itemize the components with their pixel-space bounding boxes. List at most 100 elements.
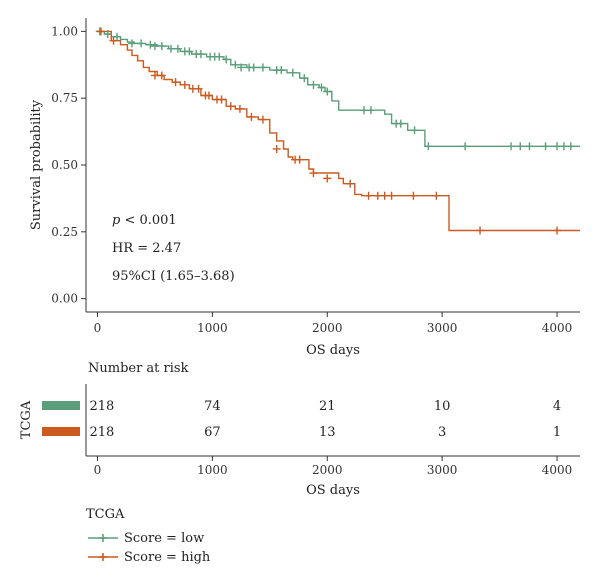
censor-mark — [346, 179, 355, 188]
censor-mark — [237, 63, 246, 72]
censor-mark — [146, 40, 155, 49]
risk-value: 74 — [204, 399, 221, 414]
risk-value: 1 — [553, 425, 561, 440]
censor-mark — [217, 95, 226, 104]
p-value-annotation: p < 0.001 — [112, 213, 177, 228]
censor-mark — [171, 78, 180, 87]
censor-mark — [409, 191, 418, 200]
y-tick-label: 0.50 — [51, 158, 78, 172]
y-tick-label: 0.00 — [51, 292, 78, 306]
risk-values: 218 74 21 10 4 218 67 13 3 1 — [89, 399, 561, 440]
censor-mark — [277, 66, 286, 75]
risk-row-swatch — [42, 401, 80, 410]
censor-mark — [157, 71, 166, 80]
censor-mark — [566, 142, 575, 151]
legend-censor-mark — [99, 534, 107, 542]
censor-mark — [476, 226, 485, 235]
censor-mark — [194, 84, 203, 93]
risk-value: 4 — [553, 399, 561, 414]
risk-value: 218 — [89, 425, 114, 440]
censor-mark — [196, 50, 205, 59]
x-axis-label: OS days — [306, 343, 360, 358]
censor-mark — [323, 174, 332, 183]
censor-mark — [295, 155, 304, 164]
y-tick-label: 0.75 — [51, 91, 78, 105]
risk-row-swatch — [42, 427, 80, 436]
censor-mark — [157, 42, 166, 51]
censor-mark — [215, 52, 224, 61]
risk-row-swatches — [42, 401, 80, 436]
censor-mark — [258, 115, 267, 124]
risk-x-ticks: 0 1000 2000 3000 4000 — [94, 456, 573, 477]
censor-mark — [113, 32, 122, 41]
censor-mark — [173, 44, 182, 53]
censor-mark — [380, 191, 389, 200]
censor-marks — [95, 27, 575, 235]
x-tick-label: 3000 — [427, 321, 458, 335]
censor-mark — [559, 142, 568, 151]
risk-x-axis-label: OS days — [306, 483, 360, 498]
censor-mark — [461, 142, 470, 151]
censor-mark — [432, 191, 441, 200]
risk-value: 3 — [438, 425, 446, 440]
risk-group-label: TCGA — [19, 400, 34, 439]
censor-mark — [109, 36, 118, 45]
censor-mark — [317, 83, 326, 92]
legend-label: Score = low — [124, 531, 204, 546]
censor-mark — [127, 39, 136, 48]
legend-label: Score = high — [124, 550, 211, 565]
risk-x-tick-label: 4000 — [542, 463, 573, 477]
censor-mark — [323, 87, 332, 96]
censor-mark — [204, 91, 213, 100]
survival-curves — [97, 30, 580, 232]
censor-mark — [309, 80, 318, 89]
censor-mark — [553, 142, 562, 151]
censor-mark — [366, 106, 375, 115]
censor-mark — [516, 142, 525, 151]
risk-value: 21 — [319, 399, 336, 414]
censor-mark — [249, 63, 258, 72]
censor-mark — [222, 55, 231, 64]
censor-mark — [288, 68, 297, 77]
censor-mark — [231, 60, 240, 69]
censor-mark — [96, 27, 105, 36]
x-tick-label: 2000 — [312, 321, 343, 335]
censor-mark — [247, 112, 256, 121]
censor-mark — [396, 119, 405, 128]
survival-curve-high — [97, 30, 580, 232]
censor-mark — [137, 39, 146, 48]
censor-mark — [507, 142, 516, 151]
x-tick-label: 1000 — [197, 321, 228, 335]
censor-mark — [309, 169, 318, 178]
y-tick-label: 0.25 — [51, 225, 78, 239]
censor-mark — [424, 142, 433, 151]
legend: Score = low Score = high — [88, 531, 211, 565]
censor-mark — [272, 144, 281, 153]
censor-mark — [360, 106, 369, 115]
censor-mark — [410, 126, 419, 135]
x-ticks: 0 1000 2000 3000 4000 — [94, 312, 572, 335]
risk-value: 67 — [204, 425, 221, 440]
ci-annotation: 95%CI (1.65–3.68) — [112, 269, 235, 284]
censor-mark — [364, 191, 373, 200]
y-ticks: 0.00 0.25 0.50 0.75 1.00 — [51, 24, 86, 306]
legend-title: TCGA — [86, 507, 125, 522]
censor-mark — [167, 44, 176, 53]
censor-mark — [553, 226, 562, 235]
risk-x-tick-label: 3000 — [427, 463, 458, 477]
censor-mark — [103, 30, 112, 39]
hr-annotation: HR = 2.47 — [112, 241, 181, 256]
censor-mark — [300, 74, 309, 83]
censor-mark — [185, 47, 194, 56]
risk-value: 10 — [434, 399, 451, 414]
censor-mark — [235, 104, 244, 113]
censor-mark — [541, 142, 550, 151]
risk-value: 218 — [89, 399, 114, 414]
risk-x-tick-label: 1000 — [197, 463, 228, 477]
legend-censor-mark — [99, 553, 107, 561]
censor-mark — [525, 142, 534, 151]
risk-x-tick-label: 0 — [94, 463, 102, 477]
y-axis-label: Survival probability — [29, 99, 44, 230]
censor-mark — [258, 63, 267, 72]
